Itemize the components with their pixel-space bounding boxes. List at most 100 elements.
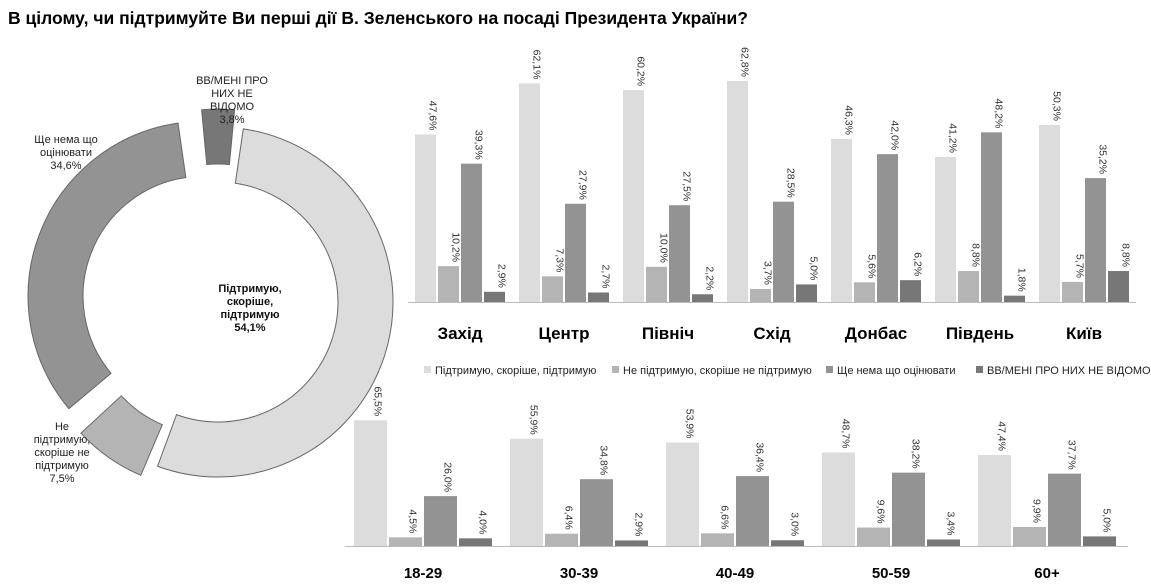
bar-value-label: 38,2%	[910, 439, 922, 469]
bar-support	[354, 420, 387, 546]
bar-value-label: 50,3%	[1051, 91, 1063, 121]
bar-value-label: 26,0%	[442, 462, 454, 492]
bar-support	[727, 80, 748, 302]
bar-value-label: 48,2%	[993, 99, 1005, 129]
bar-support	[415, 134, 436, 302]
bar-value-label: 10,2%	[450, 232, 462, 262]
donut-label-dk: ВІДОМО	[210, 101, 255, 113]
donut-label-support: скоріше,	[227, 296, 273, 308]
page-title: В цілому, чи підтримуйте Ви перші дії В.…	[8, 8, 748, 28]
bar-value-label: 3,4%	[945, 512, 957, 536]
donut-label-not-support: скоріше не	[34, 447, 89, 459]
category-label: 40-49	[716, 565, 754, 582]
bar-support	[978, 454, 1011, 546]
bar-value-label: 4,0%	[477, 510, 489, 534]
bar-value-label: 9,6%	[875, 500, 887, 524]
bar-too-early	[565, 203, 586, 302]
bar-dk	[1083, 536, 1116, 546]
legend-label-too-early: Ще нема що оцінювати	[837, 365, 955, 377]
bar-dk	[484, 291, 505, 302]
bar-not-support	[646, 266, 667, 302]
category-label: 30-39	[560, 565, 598, 582]
donut-label-support: Підтримую,	[218, 283, 281, 295]
bar-value-label: 60,2%	[635, 56, 647, 86]
bar-not-support	[1062, 281, 1083, 302]
donut-label-too-early: Ще нема що	[34, 134, 97, 146]
bar-value-label: 6,2%	[912, 252, 924, 276]
bar-support	[623, 90, 644, 302]
legend-label-not-support: Не підтримую, скоріше не підтримую	[623, 365, 812, 377]
category-label: Північ	[642, 324, 694, 343]
bar-support	[831, 139, 852, 302]
category-label: Схід	[753, 324, 790, 343]
bar-not-support	[750, 288, 771, 302]
category-label: 18-29	[404, 565, 442, 582]
donut-slice-not-support	[80, 395, 164, 476]
category-label: Київ	[1066, 324, 1102, 343]
bar-value-label: 6,4%	[563, 506, 575, 530]
bar-value-label: 8,8%	[1120, 243, 1132, 267]
donut-value-too-early: 34,6%	[50, 160, 81, 172]
bar-too-early	[424, 496, 457, 546]
legend-swatch-dk	[976, 366, 983, 373]
legend-swatch-not-support	[612, 366, 619, 373]
bar-value-label: 41,2%	[947, 123, 959, 153]
bar-too-early	[736, 476, 769, 546]
bar-too-early	[580, 479, 613, 546]
legend-swatch-support	[424, 366, 431, 373]
bar-value-label: 5,0%	[808, 256, 820, 280]
bar-value-label: 48,7%	[840, 419, 852, 449]
bar-value-label: 46,3%	[843, 105, 855, 135]
legend-label-support: Підтримую, скоріше, підтримую	[435, 365, 596, 377]
donut-label-not-support: Не	[55, 421, 69, 433]
bar-value-label: 2,9%	[496, 264, 508, 288]
donut-value-dk: 3,8%	[219, 114, 244, 126]
donut-label-not-support: підтримую,	[34, 434, 91, 446]
legend-swatch-too-early	[826, 366, 833, 373]
donut-slice-too-early	[27, 122, 187, 410]
bar-dk	[900, 280, 921, 302]
bar-value-label: 27,9%	[577, 170, 589, 200]
legend-label-dk: ВВ/МЕНІ ПРО НИХ НЕ ВІДОМО	[987, 365, 1151, 377]
bar-value-label: 34,8%	[598, 445, 610, 475]
region-bar-chart: 47,6% 10,2% 39,3% 2,9% Захід 62,1% 7,3% 27,9% 2,…	[408, 47, 1136, 343]
bar-value-label: 6,6%	[719, 505, 731, 529]
donut-slice-dk	[201, 108, 236, 166]
age-bar-chart: 65,5% 4,5% 26,0% 4,0% 18-29 55,9% 6,4% 34,8% 2,9…	[345, 386, 1128, 582]
bar-not-support	[701, 533, 734, 546]
donut-label-support: підтримую	[220, 309, 279, 321]
bar-value-label: 5,0%	[1101, 508, 1113, 532]
bar-dk	[615, 540, 648, 546]
bar-value-label: 8,8%	[970, 243, 982, 267]
bar-too-early	[981, 132, 1002, 302]
bar-value-label: 62,8%	[739, 47, 751, 77]
bar-dk	[771, 540, 804, 546]
bar-support	[519, 83, 540, 303]
donut-value-support: 54,1%	[234, 322, 265, 334]
bar-value-label: 39,3%	[473, 130, 485, 160]
bar-dk	[1004, 295, 1025, 302]
bar-value-label: 35,2%	[1097, 144, 1109, 174]
bar-support	[935, 156, 956, 302]
bar-value-label: 53,9%	[684, 409, 696, 439]
category-label: Донбас	[845, 324, 907, 343]
bar-value-label: 4,5%	[407, 509, 419, 533]
bar-support	[510, 438, 543, 546]
donut-label-not-support: підтримую	[35, 460, 89, 472]
bar-support	[822, 452, 855, 546]
bar-too-early	[669, 205, 690, 302]
bar-value-label: 47,4%	[996, 421, 1008, 451]
bar-value-label: 42,0%	[889, 120, 901, 150]
bar-not-support	[1013, 526, 1046, 546]
bar-value-label: 7,3%	[554, 248, 566, 272]
bar-not-support	[545, 533, 578, 546]
bar-not-support	[958, 271, 979, 302]
bar-value-label: 55,9%	[528, 405, 540, 435]
bar-not-support	[857, 527, 890, 546]
donut-value-not-support: 7,5%	[49, 473, 74, 485]
bar-dk	[796, 284, 817, 302]
bar-dk	[1108, 271, 1129, 302]
donut-label-dk: ВВ/МЕНІ ПРО	[196, 75, 268, 87]
bar-value-label: 62,1%	[531, 50, 543, 80]
